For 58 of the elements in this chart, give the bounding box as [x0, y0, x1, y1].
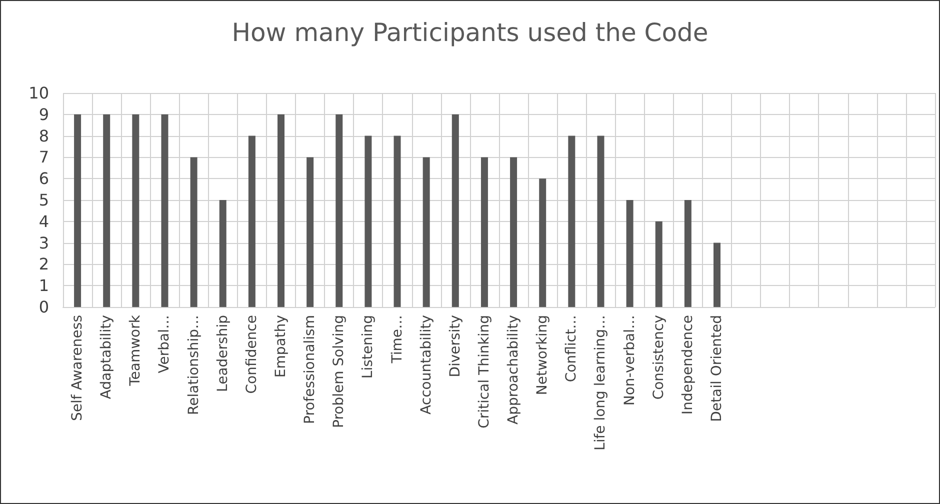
y-tick-label: 0	[38, 298, 49, 316]
y-tick-label: 10	[28, 84, 49, 102]
y-tick-label: 9	[38, 104, 49, 124]
y-tick-label: 7	[38, 148, 49, 167]
y-tick-label: 2	[38, 254, 49, 274]
bar	[336, 114, 343, 307]
y-tick-label: 8	[38, 126, 49, 146]
x-tick-label: Networking	[534, 315, 551, 396]
y-tick-label: 6	[38, 169, 49, 188]
bar	[132, 114, 140, 307]
bar	[480, 157, 488, 307]
y-tick-label: 5	[38, 190, 49, 210]
x-tick-label: Life long learning…	[592, 315, 609, 450]
bar	[422, 157, 430, 307]
x-tick-label: Time…	[389, 315, 406, 364]
bar	[74, 114, 82, 307]
bar	[278, 114, 284, 307]
chart-title: How many Participants used the Code	[232, 18, 708, 47]
bar	[394, 136, 401, 307]
x-tick-label: Leadership	[214, 314, 231, 392]
y-tick-label: 3	[38, 233, 49, 252]
bar	[219, 200, 226, 307]
x-tick-label: Approachability	[506, 315, 522, 424]
x-tick-label: Independence	[680, 315, 696, 415]
y-tick-label: 1	[38, 276, 49, 296]
x-tick-label: Teamwork	[128, 314, 144, 387]
bar	[655, 221, 662, 307]
bar	[597, 136, 604, 307]
bar	[452, 114, 459, 307]
x-tick-label: Self Awareness	[70, 315, 86, 421]
x-tick-label: Listening	[360, 315, 376, 379]
bar	[714, 242, 720, 307]
x-tick-label: Relationship…	[186, 315, 202, 415]
bar	[190, 157, 198, 307]
x-tick-label: Professionalism	[302, 315, 318, 424]
bar	[626, 200, 634, 307]
x-tick-label: Confidence	[244, 315, 260, 394]
bar	[306, 157, 314, 307]
bar	[568, 136, 576, 307]
x-tick-label: Diversity	[447, 315, 464, 378]
x-tick-label: Consistency	[650, 315, 667, 400]
x-tick-label: Detail Oriented	[709, 315, 725, 422]
x-tick-label: Accountability	[418, 315, 434, 414]
y-tick-label: 4	[38, 212, 49, 231]
bar	[539, 178, 546, 307]
x-tick-label: Empathy	[273, 315, 289, 378]
bar	[364, 136, 372, 307]
x-tick-label: Adaptability	[98, 315, 115, 400]
x-tick-label: Conflict…	[564, 315, 580, 382]
bar	[510, 157, 518, 307]
bar	[684, 200, 692, 307]
bar	[248, 136, 256, 307]
bar	[103, 114, 110, 307]
x-tick-label: Problem Solving	[331, 315, 348, 428]
x-tick-label: Verbal…	[156, 315, 173, 374]
x-tick-label: Non-verbal…	[622, 315, 638, 406]
bar	[161, 114, 168, 307]
x-tick-label: Critical Thinking	[476, 315, 492, 428]
